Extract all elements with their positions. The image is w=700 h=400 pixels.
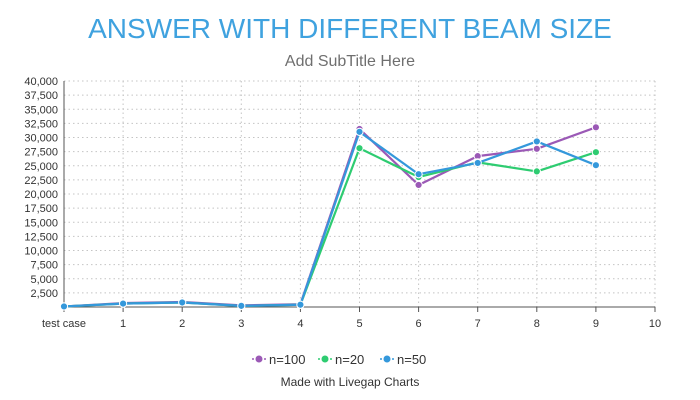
- series-n-50: [59, 127, 601, 311]
- data-point[interactable]: [591, 148, 601, 157]
- chart-subtitle: Add SubTitle Here: [285, 53, 415, 70]
- x-tick-label: 7: [475, 318, 481, 330]
- x-tick-label: 2: [179, 318, 185, 330]
- y-tick-label: 27,500: [24, 147, 58, 159]
- x-tick-label: test case: [42, 318, 86, 330]
- legend-item[interactable]: n=50: [380, 352, 426, 367]
- x-tick-label: 8: [534, 318, 540, 330]
- y-tick-label: 35,000: [24, 104, 58, 116]
- data-point[interactable]: [591, 123, 601, 132]
- axes: [63, 81, 656, 312]
- data-point[interactable]: [532, 137, 541, 146]
- data-point[interactable]: [414, 180, 423, 190]
- legend-marker: [321, 355, 329, 363]
- x-tick-label: 1: [120, 318, 126, 330]
- y-tick-label: 22,500: [24, 175, 58, 187]
- data-point[interactable]: [237, 301, 246, 310]
- y-tick-label: 37,500: [24, 90, 58, 102]
- y-tick-label: 12,500: [24, 231, 58, 243]
- x-tick-label: 6: [416, 318, 422, 330]
- legend-item[interactable]: n=20: [318, 352, 364, 367]
- data-point[interactable]: [532, 167, 541, 176]
- legend-item[interactable]: n=100: [252, 352, 306, 367]
- data-point[interactable]: [178, 298, 187, 307]
- data-point[interactable]: [59, 302, 69, 311]
- y-tick-label: 20,000: [24, 189, 58, 201]
- data-point[interactable]: [355, 127, 364, 136]
- legend: n=100 n=20 n=50: [252, 352, 426, 367]
- data-point[interactable]: [532, 144, 541, 153]
- series-line: [63, 147, 597, 308]
- x-tick-label: 3: [238, 318, 244, 330]
- y-tick-label: 2,500: [30, 288, 58, 300]
- chart-title: ANSWER WITH DIFFERENT BEAM SIZE: [88, 13, 612, 44]
- legend-marker: [255, 355, 263, 363]
- data-series: [59, 123, 601, 311]
- series-line: [63, 130, 597, 308]
- y-tick-label: 40,000: [24, 76, 58, 88]
- x-axis-tick-labels: test case 1 2 3 4 5 6 7 8 9 10: [42, 318, 661, 330]
- x-tick-label: 9: [593, 318, 599, 330]
- legend-label: n=20: [335, 352, 364, 367]
- credit-text: Made with Livegap Charts: [281, 375, 420, 389]
- y-tick-label: 30,000: [24, 133, 58, 145]
- y-axis-tick-labels: 2,500 5,000 7,500 10,000 12,500 15,000 17,500 2…: [24, 76, 58, 300]
- x-tick-label: 5: [356, 318, 362, 330]
- legend-label: n=50: [397, 352, 426, 367]
- y-tick-label: 10,000: [24, 246, 58, 258]
- y-tick-label: 15,000: [24, 217, 58, 229]
- series-n-20: [59, 144, 601, 311]
- y-tick-label: 5,000: [30, 274, 58, 286]
- x-tick-label: 4: [297, 318, 303, 330]
- grid-lines: [64, 80, 656, 307]
- legend-label: n=100: [269, 352, 306, 367]
- data-point[interactable]: [414, 170, 423, 179]
- data-point[interactable]: [473, 158, 482, 168]
- y-tick-label: 7,500: [30, 260, 58, 272]
- data-point[interactable]: [591, 161, 601, 170]
- data-point[interactable]: [355, 144, 364, 153]
- data-point[interactable]: [296, 300, 305, 309]
- y-tick-label: 32,500: [24, 118, 58, 130]
- y-tick-label: 17,500: [24, 203, 58, 215]
- legend-marker: [383, 355, 391, 363]
- x-tick-label: 10: [649, 318, 661, 330]
- y-tick-label: 25,000: [24, 161, 58, 173]
- data-point[interactable]: [119, 299, 128, 308]
